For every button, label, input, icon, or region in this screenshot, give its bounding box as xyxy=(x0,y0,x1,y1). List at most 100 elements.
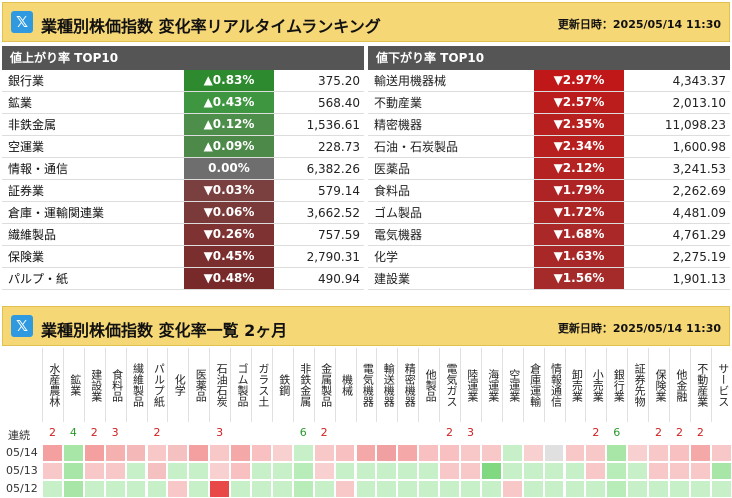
heatmap-cell[interactable] xyxy=(104,444,126,462)
heatmap-cell[interactable] xyxy=(627,444,649,462)
sector-column-header[interactable]: 卸売業 xyxy=(564,348,587,422)
x-share-icon[interactable]: 𝕏 xyxy=(11,11,33,33)
heatmap-cell[interactable] xyxy=(669,444,690,462)
heatmap-cell[interactable] xyxy=(439,480,460,498)
heatmap-cell[interactable] xyxy=(83,480,105,498)
heatmap-cell[interactable] xyxy=(292,444,314,462)
heatmap-cell[interactable] xyxy=(146,462,168,480)
heatmap-cell[interactable] xyxy=(83,462,105,480)
heatmap-cell[interactable] xyxy=(522,480,544,498)
heatmap-cell[interactable] xyxy=(501,480,523,498)
heatmap-cell[interactable] xyxy=(397,444,419,462)
heatmap-cell[interactable] xyxy=(209,444,231,462)
heatmap-cell[interactable] xyxy=(230,444,251,462)
heatmap-cell[interactable] xyxy=(501,462,523,480)
heatmap-cell[interactable] xyxy=(125,462,147,480)
heatmap-cell[interactable] xyxy=(313,480,335,498)
heatmap-cell[interactable] xyxy=(230,462,251,480)
heatmap-cell[interactable] xyxy=(313,444,335,462)
sector-column-header[interactable]: 証券先物 xyxy=(627,348,649,422)
sector-column-header[interactable]: 保険業 xyxy=(648,348,670,422)
heatmap-cell[interactable] xyxy=(480,444,502,462)
sector-column-header[interactable]: 銀行業 xyxy=(606,348,628,422)
sector-column-header[interactable]: 非鉄金属 xyxy=(292,348,315,422)
heatmap-cell[interactable] xyxy=(522,444,544,462)
sector-column-header[interactable]: 倉庫運輸 xyxy=(522,348,545,422)
heatmap-cell[interactable] xyxy=(313,462,335,480)
heatmap-cell[interactable] xyxy=(501,444,523,462)
heatmap-cell[interactable] xyxy=(42,480,63,498)
heatmap-cell[interactable] xyxy=(397,462,419,480)
heatmap-cell[interactable] xyxy=(606,462,628,480)
heatmap-cell[interactable] xyxy=(167,444,189,462)
heatmap-cell[interactable] xyxy=(439,444,460,462)
heatmap-cell[interactable] xyxy=(606,480,628,498)
heatmap-cell[interactable] xyxy=(355,444,377,462)
heatmap-cell[interactable] xyxy=(439,462,460,480)
heatmap-cell[interactable] xyxy=(480,480,502,498)
heatmap-cell[interactable] xyxy=(167,480,189,498)
heatmap-cell[interactable] xyxy=(480,462,502,480)
heatmap-cell[interactable] xyxy=(209,480,231,498)
heatmap-cell[interactable] xyxy=(543,444,565,462)
heatmap-cell[interactable] xyxy=(42,462,63,480)
heatmap-cell[interactable] xyxy=(355,480,377,498)
sector-column-header[interactable]: パルプ紙 xyxy=(146,348,169,422)
sector-column-header[interactable]: 輸送機器 xyxy=(376,348,398,422)
heatmap-cell[interactable] xyxy=(710,462,732,480)
heatmap-cell[interactable] xyxy=(334,480,356,498)
heatmap-cell[interactable] xyxy=(460,462,481,480)
sector-column-header[interactable]: 化学 xyxy=(167,348,189,422)
heatmap-cell[interactable] xyxy=(334,462,356,480)
sector-column-header[interactable]: 海運業 xyxy=(480,348,503,422)
heatmap-cell[interactable] xyxy=(564,444,586,462)
heatmap-cell[interactable] xyxy=(418,462,440,480)
heatmap-cell[interactable] xyxy=(689,480,711,498)
sector-column-header[interactable]: サービス xyxy=(710,348,732,422)
sector-column-header[interactable]: 他金融 xyxy=(669,348,691,422)
sector-column-header[interactable]: 電気ガス xyxy=(439,348,461,422)
sector-column-header[interactable]: 繊維製品 xyxy=(125,348,148,422)
heatmap-cell[interactable] xyxy=(418,444,440,462)
heatmap-cell[interactable] xyxy=(460,444,481,462)
heatmap-cell[interactable] xyxy=(669,462,690,480)
sector-column-header[interactable]: 鉱業 xyxy=(62,348,85,422)
heatmap-cell[interactable] xyxy=(62,462,84,480)
heatmap-cell[interactable] xyxy=(376,480,398,498)
heatmap-cell[interactable] xyxy=(669,480,690,498)
heatmap-cell[interactable] xyxy=(648,480,669,498)
heatmap-cell[interactable] xyxy=(83,444,105,462)
heatmap-cell[interactable] xyxy=(42,444,63,462)
x-share-icon[interactable]: 𝕏 xyxy=(11,315,33,337)
heatmap-cell[interactable] xyxy=(543,480,565,498)
sector-column-header[interactable]: 電気機器 xyxy=(355,348,378,422)
sector-column-header[interactable]: 小売業 xyxy=(585,348,607,422)
heatmap-cell[interactable] xyxy=(376,444,398,462)
heatmap-cell[interactable] xyxy=(62,444,84,462)
sector-column-header[interactable]: 空運業 xyxy=(501,348,524,422)
heatmap-cell[interactable] xyxy=(251,462,272,480)
heatmap-cell[interactable] xyxy=(627,462,649,480)
heatmap-cell[interactable] xyxy=(606,444,628,462)
sector-column-header[interactable]: 水産農林 xyxy=(42,348,64,422)
heatmap-cell[interactable] xyxy=(271,480,293,498)
heatmap-cell[interactable] xyxy=(627,480,649,498)
heatmap-cell[interactable] xyxy=(648,462,669,480)
heatmap-cell[interactable] xyxy=(146,480,168,498)
heatmap-cell[interactable] xyxy=(188,462,210,480)
sector-column-header[interactable]: 食料品 xyxy=(104,348,127,422)
sector-column-header[interactable]: 金属製品 xyxy=(313,348,336,422)
heatmap-cell[interactable] xyxy=(689,444,711,462)
heatmap-cell[interactable] xyxy=(710,480,732,498)
heatmap-cell[interactable] xyxy=(292,462,314,480)
heatmap-cell[interactable] xyxy=(376,462,398,480)
heatmap-cell[interactable] xyxy=(104,480,126,498)
sector-column-header[interactable]: 情報通信 xyxy=(543,348,566,422)
sector-column-header[interactable]: ゴム製品 xyxy=(230,348,252,422)
sector-column-header[interactable]: 不動産業 xyxy=(689,348,712,422)
heatmap-cell[interactable] xyxy=(230,480,251,498)
heatmap-cell[interactable] xyxy=(188,480,210,498)
heatmap-cell[interactable] xyxy=(710,444,732,462)
sector-column-header[interactable]: 石油石炭 xyxy=(209,348,231,422)
heatmap-cell[interactable] xyxy=(397,480,419,498)
